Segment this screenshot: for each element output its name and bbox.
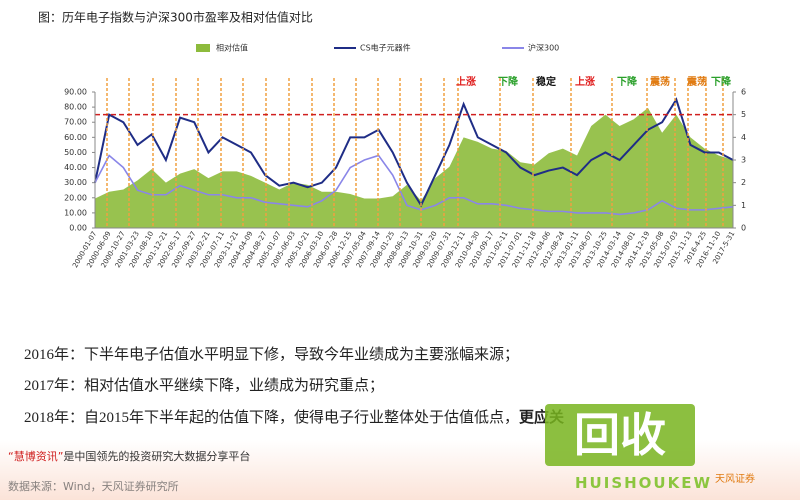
watermark-text: HUISHOUKEW bbox=[575, 474, 713, 492]
paragraph: 2018年：自2015年下半年起的估值下降，使得电子行业整体处于估值低点，更应关 bbox=[24, 406, 564, 427]
text: 2016年：下半年电子估值水平明显下修，导致今年业绩成为主要涨幅来源； bbox=[24, 347, 520, 363]
footer-line: “慧博资讯”是中国领先的投资研究大数据分享平台 bbox=[8, 448, 250, 464]
legend-label: 沪深300 bbox=[528, 43, 559, 53]
y-tick-label: 70.00 bbox=[64, 118, 87, 127]
paragraph: 2017年：相对估值水平继续下降，业绩成为研究重点； bbox=[24, 374, 384, 395]
annotation: 震荡 bbox=[687, 75, 707, 88]
company-logo: 天风证券 bbox=[715, 474, 755, 485]
y-tick-label: 80.00 bbox=[64, 103, 87, 112]
y-tick-label: 40.00 bbox=[64, 163, 87, 172]
legend-label: 相对估值 bbox=[216, 43, 248, 53]
legend-swatch bbox=[196, 44, 210, 52]
text: 2017年：相对估值水平继续下降，业绩成为研究重点； bbox=[24, 378, 385, 394]
text: 2018年：自2015年下半年起的估值下降，使得电子行业整体处于估值低点， bbox=[24, 410, 520, 426]
y-tick-label: 60.00 bbox=[64, 133, 87, 142]
area bbox=[95, 107, 733, 228]
annotation: 震荡 bbox=[650, 75, 670, 88]
y2-tick-label: 6 bbox=[741, 88, 746, 97]
line bbox=[94, 154, 734, 216]
legend-label: CS电子元器件 bbox=[360, 43, 411, 53]
y-tick-label: 20.00 bbox=[64, 193, 87, 202]
y2-tick-label: 1 bbox=[741, 201, 746, 210]
line bbox=[94, 97, 734, 208]
annotation: 下降 bbox=[711, 75, 732, 88]
source: 数据来源：Wind，天风证券研究所 bbox=[8, 480, 179, 493]
y-tick-label: 10.00 bbox=[64, 208, 87, 217]
paragraph: 2016年：下半年电子估值水平明显下修，导致今年业绩成为主要涨幅来源； bbox=[24, 343, 519, 364]
y2-tick-label: 3 bbox=[741, 156, 746, 165]
annotation: 下降 bbox=[498, 75, 519, 88]
y-tick-label: 0.00 bbox=[69, 224, 87, 233]
brand: “慧博资讯” bbox=[8, 450, 64, 463]
annotation: 上涨 bbox=[575, 75, 595, 88]
y-tick-label: 30.00 bbox=[64, 178, 87, 187]
chart-title: 图：历年电子指数与沪深300市盈率及相对估值对比 bbox=[38, 10, 313, 25]
annotation: 下降 bbox=[617, 75, 638, 88]
text: 是中国领先的投资研究大数据分享平台 bbox=[63, 450, 251, 463]
annotation: 稳定 bbox=[536, 75, 556, 88]
y-tick-label: 90.00 bbox=[64, 88, 87, 97]
annotation: 上涨 bbox=[456, 75, 476, 88]
watermark-logo: 回收 bbox=[545, 404, 695, 466]
chart: 图：历年电子指数与沪深300市盈率及相对估值对比 相对估值 CS电子元器件 沪深30… bbox=[38, 10, 746, 270]
y2-tick-label: 2 bbox=[741, 178, 746, 187]
y-tick-label: 50.00 bbox=[64, 148, 87, 157]
y2-tick-label: 5 bbox=[741, 110, 746, 119]
y2-tick-label: 0 bbox=[741, 224, 746, 233]
y2-tick-label: 4 bbox=[741, 133, 746, 142]
